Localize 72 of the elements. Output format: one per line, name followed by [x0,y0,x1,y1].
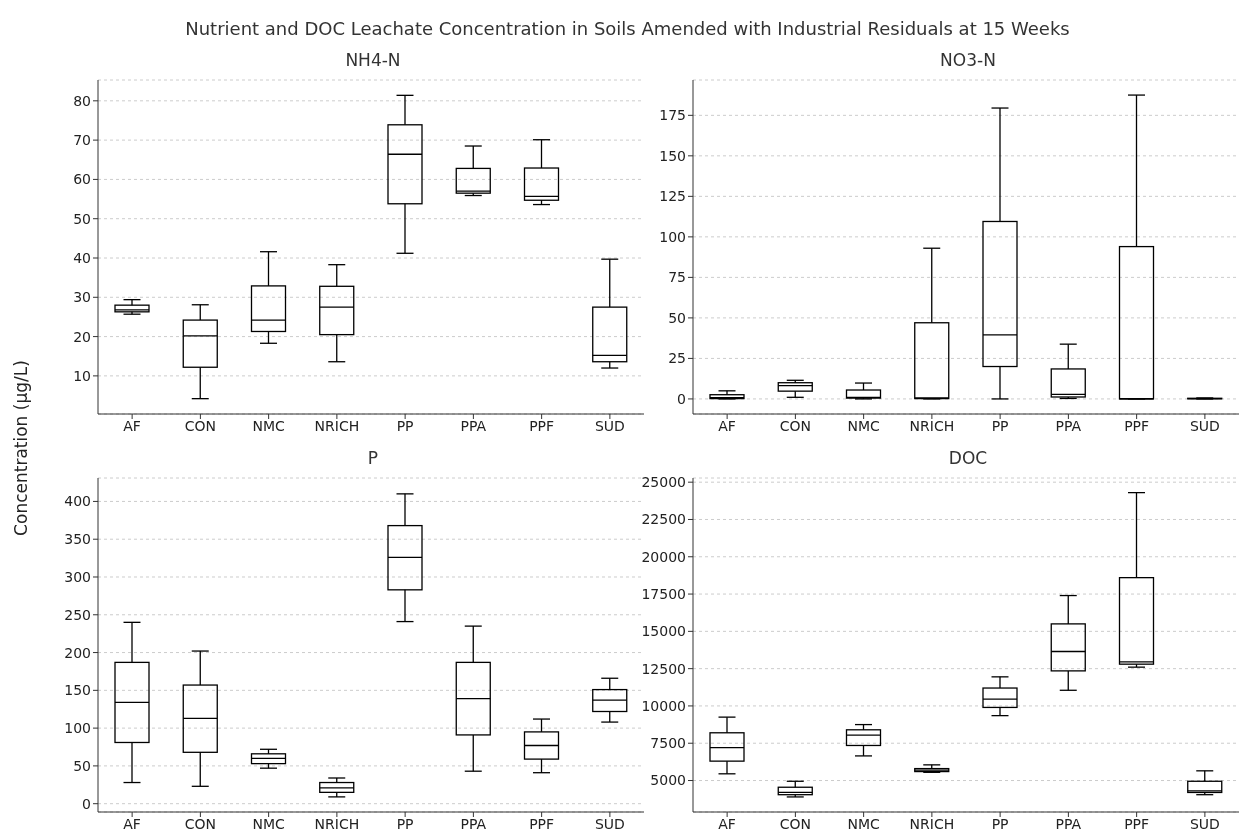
x-tick-label: CON [184,815,217,829]
x-tick-label: PPF [1124,417,1150,434]
x-tick-label: PP [396,815,414,829]
y-tick-label: 12500 [641,660,686,677]
x-tick-label: CON [779,815,812,829]
x-tick-label: AF [123,815,141,829]
y-tick-label: 7500 [650,735,686,752]
x-tick-label: SUD [1189,815,1220,829]
x-tick-label: NMC [847,815,881,829]
y-tick-label: 250 [64,606,91,623]
x-tick-label: PP [396,417,414,434]
chart-title: NH4-N [344,50,402,72]
x-tick-label: PPA [1055,815,1082,829]
y-tick-label: 20 [73,328,91,345]
text: Nutrient and DOC Leachate Concentration in Soils Amended with Industrial Residuals at 15 Weeks [184,18,1071,39]
x-tick-label: SUD [1189,417,1220,434]
y-tick-label: 50 [73,757,91,774]
x-tick-label: PP [991,815,1009,829]
x-tick-label: CON [779,417,812,434]
x-tick-label: NRICH [909,417,955,434]
y-tick-label: 150 [64,682,91,699]
x-tick-label: NMC [252,815,286,829]
y-tick-label: 0 [677,390,686,407]
y-tick-label: 100 [64,720,91,737]
y-tick-label: 70 [73,132,91,149]
x-tick-label: AF [718,815,736,829]
y-tick-label: 125 [659,188,686,205]
y-tick-label: 40 [73,249,91,266]
y-tick-label: 400 [64,493,91,510]
x-tick-label: PPF [529,417,555,434]
y-tick-label: 60 [73,171,91,188]
y-tick-label: 10 [73,367,91,384]
x-tick-label: PPA [1055,417,1082,434]
y-tick-label: 25000 [641,474,686,491]
y-tick-label: 0 [82,795,91,812]
y-tick-label: 20000 [641,548,686,565]
x-tick-label: PPF [529,815,555,829]
y-tick-label: 15000 [641,623,686,640]
chart-title: P [366,448,380,470]
x-tick-label: PPA [460,815,487,829]
y-tick-label: 200 [64,644,91,661]
x-tick-label: PP [991,417,1009,434]
y-axis-title: Concentration (µg/L) [11,360,31,536]
x-tick-label: NMC [252,417,286,434]
chart-title: NO3-N [939,50,997,72]
x-tick-label: NRICH [314,417,360,434]
y-tick-label: 10000 [641,697,686,714]
x-tick-label: NRICH [314,815,360,829]
y-tick-label: 80 [73,92,91,109]
x-tick-label: AF [123,417,141,434]
y-tick-label: 350 [64,531,91,548]
x-tick-label: PPF [1124,815,1150,829]
y-tick-label: 22500 [641,511,686,528]
x-tick-label: PPA [460,417,487,434]
x-tick-label: AF [718,417,736,434]
y-tick-label: 50 [668,309,686,326]
y-tick-label: 50 [73,210,91,227]
y-tick-label: 175 [659,107,686,124]
y-tick-label: 25 [668,350,686,367]
y-tick-label: 100 [659,228,686,245]
y-tick-label: 150 [659,147,686,164]
y-tick-label: 30 [73,289,91,306]
y-tick-label: 75 [668,269,686,286]
y-tick-label: 17500 [641,586,686,603]
x-tick-label: NMC [847,417,881,434]
y-tick-label: 300 [64,568,91,585]
chart-title: DOC [947,448,989,470]
y-tick-label: 5000 [650,772,686,789]
x-tick-label: CON [184,417,217,434]
x-tick-label: SUD [594,417,625,434]
x-tick-label: SUD [594,815,625,829]
x-tick-label: NRICH [909,815,955,829]
